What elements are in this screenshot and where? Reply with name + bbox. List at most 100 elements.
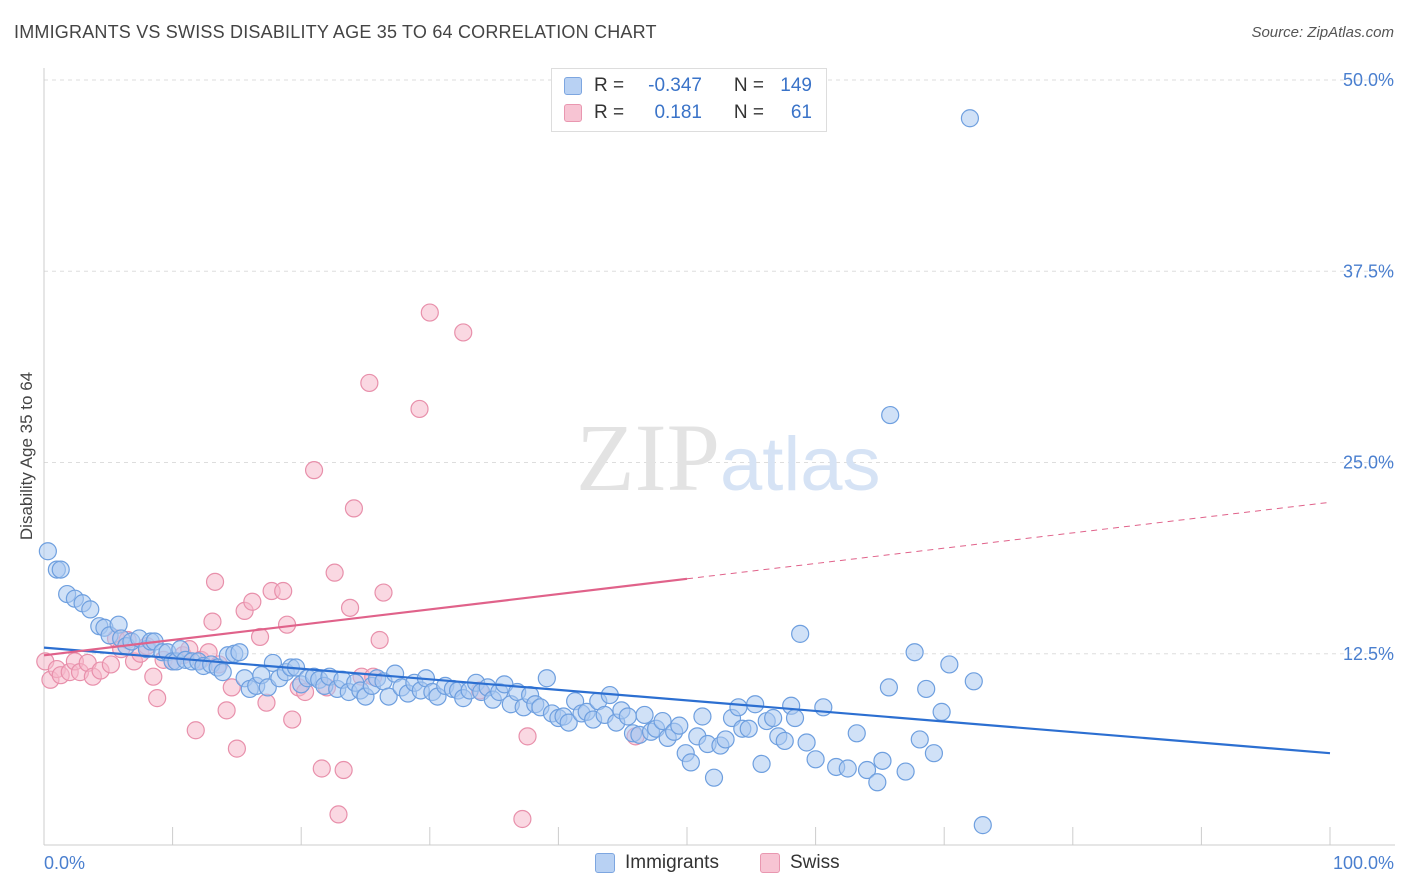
immigrants-point xyxy=(729,698,748,717)
swiss-swatch xyxy=(760,853,780,873)
immigrants-point xyxy=(868,773,887,792)
immigrants-point xyxy=(559,713,578,732)
x-tick-label: 0.0% xyxy=(44,853,85,873)
swiss-point xyxy=(312,759,331,778)
n-value: 61 xyxy=(790,102,812,123)
axes xyxy=(43,68,1395,846)
swiss-point xyxy=(250,627,270,647)
swiss-point xyxy=(454,323,473,342)
swiss-point xyxy=(370,630,389,650)
immigrants-point xyxy=(230,643,249,662)
swiss-point xyxy=(374,583,393,602)
immigrants-point xyxy=(746,695,765,714)
legend-item-swiss[interactable]: Swiss xyxy=(760,852,840,874)
swiss-point xyxy=(144,667,163,686)
immigrants-point xyxy=(814,698,833,717)
stats-row-immigrants: R = -0.347 N = 149 xyxy=(564,73,812,99)
immigrants-trend-line xyxy=(43,646,1331,755)
immigrants-point xyxy=(847,724,866,743)
immigrants-point xyxy=(81,600,100,619)
swiss-point xyxy=(101,655,120,674)
swiss-point xyxy=(340,598,360,617)
y-tick-label: 25.0% xyxy=(1343,453,1394,473)
immigrants-point xyxy=(379,687,398,706)
immigrants-point xyxy=(806,750,825,769)
n-label: N = xyxy=(733,102,764,123)
immigrants-point xyxy=(910,730,929,749)
swiss-point xyxy=(344,499,364,518)
swiss-point xyxy=(329,805,348,824)
swiss-point xyxy=(410,399,429,419)
swiss-point xyxy=(420,303,439,322)
swiss-point xyxy=(513,809,532,829)
immigrants-point xyxy=(932,702,951,721)
swiss-point xyxy=(222,678,241,697)
swiss-point xyxy=(257,693,276,712)
immigrants-point xyxy=(791,624,810,643)
immigrants-point xyxy=(838,759,857,778)
swiss-point xyxy=(283,710,302,729)
immigrants-point xyxy=(924,744,944,763)
immigrants-point xyxy=(681,753,700,772)
swiss-point xyxy=(203,612,222,631)
swiss-point xyxy=(217,701,236,720)
immigrants-point xyxy=(775,731,794,751)
x-tick-label: 100.0% xyxy=(1333,853,1394,873)
swiss-trend-line-dashed xyxy=(686,501,1331,580)
immigrants-point xyxy=(537,669,556,688)
n-value: 149 xyxy=(780,75,812,96)
immigrants-point xyxy=(785,708,805,728)
watermark-zip: ZIP xyxy=(576,404,720,511)
stats-box: R = -0.347 N = 149 R = 0.181 N = 61 xyxy=(551,68,827,132)
immigrants-point xyxy=(905,643,924,662)
immigrants-point xyxy=(739,719,758,738)
immigrants-point xyxy=(873,751,892,770)
swiss-point xyxy=(360,373,379,393)
y-tick-label: 50.0% xyxy=(1343,70,1394,90)
immigrants-point xyxy=(51,560,70,579)
legend-item-immigrants[interactable]: Immigrants xyxy=(595,852,719,874)
legend-label: Swiss xyxy=(790,852,840,873)
swiss-trend-line xyxy=(43,577,688,657)
swiss-point xyxy=(243,592,262,611)
watermark-atlas: atlas xyxy=(720,422,881,507)
r-value: 0.181 xyxy=(654,102,702,123)
chart-title: IMMIGRANTS VS SWISS DISABILITY AGE 35 TO… xyxy=(14,22,657,42)
y-tick-label: 37.5% xyxy=(1343,261,1394,281)
immigrants-point xyxy=(635,705,654,725)
legend-label: Immigrants xyxy=(625,852,719,873)
immigrants-swatch xyxy=(595,853,615,873)
swiss-point xyxy=(186,721,205,740)
swiss-swatch xyxy=(564,104,582,122)
immigrants-point xyxy=(716,730,735,749)
immigrants-point xyxy=(917,679,936,699)
swiss-point xyxy=(148,689,167,708)
r-label: R = xyxy=(594,75,625,96)
immigrants-point xyxy=(38,542,57,561)
n-label: N = xyxy=(733,75,764,96)
immigrants-point xyxy=(973,816,992,835)
swiss-point xyxy=(325,563,344,582)
immigrants-point xyxy=(797,733,816,752)
immigrants-point xyxy=(693,707,712,726)
r-label: R = xyxy=(594,102,625,123)
grid-lines xyxy=(44,79,1395,655)
immigrants-point xyxy=(857,760,877,780)
tick-labels: 12.5% 25.0% 37.5% 50.0% 0.0% 100.0% xyxy=(44,70,1394,873)
immigrants-point xyxy=(704,768,724,787)
trend-lines xyxy=(43,501,1331,755)
immigrants-point xyxy=(879,678,899,697)
swiss-point xyxy=(205,572,225,591)
swiss-point xyxy=(334,760,353,780)
immigrants-point xyxy=(764,708,783,728)
immigrants-point xyxy=(960,109,980,128)
swiss-point xyxy=(274,581,293,601)
swiss-point xyxy=(227,739,246,758)
swiss-point xyxy=(304,461,324,480)
swiss-point xyxy=(518,727,537,746)
immigrants-point xyxy=(881,405,900,425)
y-tick-label: 12.5% xyxy=(1343,644,1394,664)
immigrants-point xyxy=(896,762,915,781)
immigrants-point xyxy=(213,663,232,682)
